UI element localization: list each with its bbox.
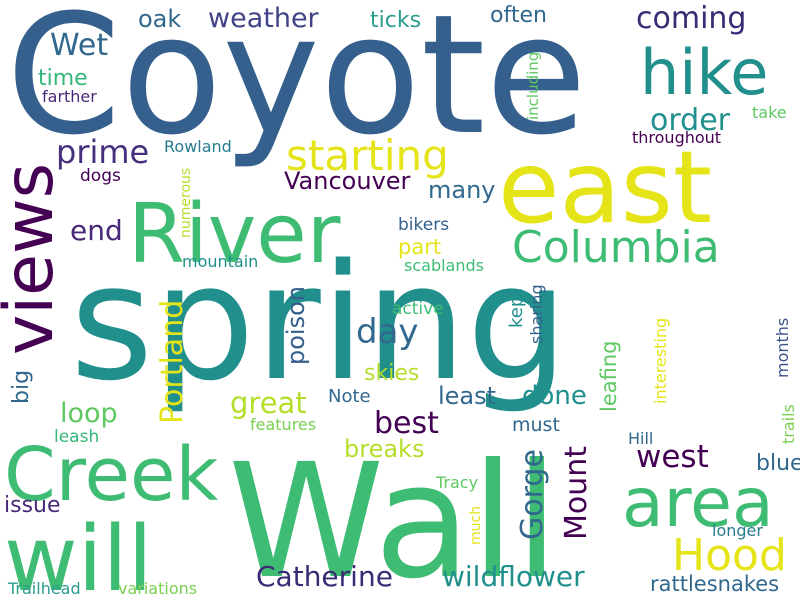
word-spring: spring [70,229,568,416]
word-area: area [622,464,774,543]
word-hood: Hood [672,530,787,581]
word-big: big [9,370,34,404]
word-kept: kept [506,289,527,328]
word-gorge: Gorge [515,449,550,540]
word-end: end [70,214,123,247]
word-longer: longer [712,521,763,540]
word-tracy: Tracy [435,473,478,492]
word-hike: hike [640,36,768,109]
word-poison: poison [282,286,310,365]
word-least: least [438,382,496,410]
word-take: take [752,103,787,122]
word-must: must [512,414,560,436]
word-weather: weather [208,3,320,34]
word-numerous: numerous [178,168,194,238]
word-coyote: Coyote [6,0,587,171]
word-starting: starting [286,131,449,180]
word-coming: coming [636,1,746,36]
word-west: west [636,439,709,475]
word-catherine: Catherine [256,560,393,593]
word-oak: oak [138,5,181,33]
word-farther: farther [42,87,97,106]
word-note: Note [328,386,371,407]
word-views: views [0,163,69,355]
word-order: order [650,103,731,138]
word-variations: variations [118,579,197,598]
word-wildflower: wildflower [442,560,585,593]
word-will: will [4,507,153,600]
word-best: best [374,406,439,441]
word-throughout: throughout [632,128,721,147]
word-ticks: ticks [370,8,421,33]
word-blue: blue [756,451,800,476]
word-great: great [230,386,307,420]
word-columbia: Columbia [512,222,720,273]
word-vancouver: Vancouver [284,167,411,195]
word-leash: leash [54,427,99,447]
word-interesting: interesting [651,318,670,404]
word-wet: Wet [50,28,108,63]
word-active: active [392,299,444,319]
word-breaks: breaks [344,435,424,463]
word-east: east [498,129,712,246]
word-features: features [250,415,316,434]
word-much: much [468,506,484,545]
word-portland: Portland [155,300,190,424]
word-day: day [356,312,419,352]
word-sharing: sharing [527,284,546,344]
word-skies: skies [364,361,419,386]
word-part: part [398,235,441,259]
word-time: time [38,66,88,91]
word-issue: issue [4,493,61,518]
word-mount: Mount [559,446,594,540]
word-trailhead: Trailhead [7,579,81,598]
word-mountain: mountain [182,252,258,271]
word-dogs: dogs [80,166,121,186]
word-done: done [522,381,587,411]
word-often: often [490,3,547,28]
word-bikers: bikers [398,215,449,235]
word-hill: Hill [628,429,653,448]
word-river: River [128,187,341,282]
word-leafing: leafing [597,341,621,413]
word-creek: Creek [4,432,219,518]
word-prime: prime [56,133,149,171]
word-loop: loop [60,398,118,429]
word-wall: Wall [228,430,559,600]
word-many: many [428,176,496,204]
word-months: months [773,318,792,378]
word-rowland: Rowland [164,137,232,156]
word-scablands: scablands [404,256,484,275]
word-rattlesnakes: rattlesnakes [650,572,779,596]
word-including: including [524,52,542,120]
word-trails: trails [779,404,798,444]
